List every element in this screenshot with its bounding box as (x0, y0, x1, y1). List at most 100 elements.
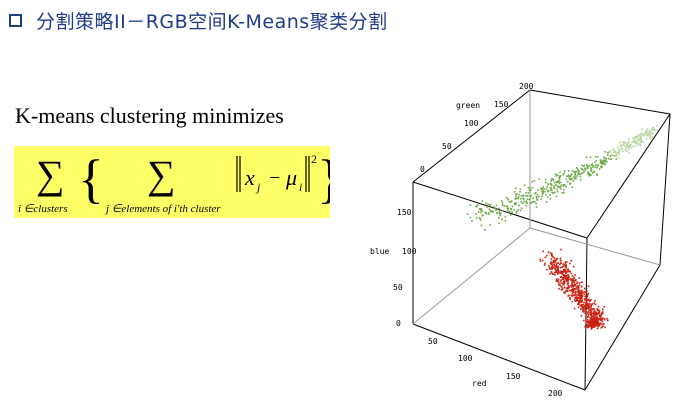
green-cluster-point (514, 203, 516, 206)
red-cluster-point (585, 301, 588, 303)
red-cluster-point (585, 310, 587, 313)
red-cluster-point (587, 306, 589, 309)
red-cluster-point (595, 319, 597, 322)
red-cluster-point (586, 323, 588, 326)
red-cluster-point (593, 311, 595, 313)
green-cluster-point (549, 198, 552, 200)
red-cluster-point (592, 316, 595, 318)
green-cluster-point (571, 173, 573, 175)
red-tick: 50 (428, 337, 438, 346)
red-cluster-point (591, 324, 594, 327)
green-cluster-point (550, 187, 553, 190)
green-cluster-point (535, 202, 538, 205)
red-cluster-point (554, 271, 556, 274)
green-cluster-point (559, 175, 561, 178)
green-cluster-point (487, 203, 489, 205)
red-cluster-point (555, 266, 557, 269)
red-cluster-point (580, 315, 583, 317)
red-cluster-point (598, 315, 601, 317)
green-cluster-point (480, 224, 483, 227)
green-cluster-point (496, 212, 499, 214)
red-cluster-point (559, 270, 562, 273)
green-cluster-point (609, 155, 612, 157)
cube-edge (412, 323, 586, 391)
red-cluster-point (554, 261, 556, 263)
green-cluster-point (510, 200, 513, 202)
green-cluster-point (591, 172, 594, 174)
green-cluster-point (540, 198, 542, 200)
green-cluster-point (556, 188, 558, 191)
green-cluster-point (646, 128, 649, 130)
green-cluster-point (532, 197, 534, 199)
green-cluster-point (565, 178, 568, 181)
red-cluster-point (587, 302, 589, 305)
red-cluster-point (589, 312, 592, 314)
green-cluster-point (541, 193, 544, 195)
red-cluster-point (570, 290, 572, 292)
green-cluster-point (596, 174, 598, 177)
red-cluster-point (589, 321, 591, 324)
red-cluster-point (553, 257, 556, 259)
red-cluster-point (562, 274, 564, 276)
red-tick: 200 (548, 389, 563, 398)
red-cluster-point (575, 287, 578, 289)
red-cluster-point (565, 272, 567, 274)
green-cluster-point (523, 198, 525, 201)
red-cluster-point (576, 296, 578, 299)
green-cluster-point (563, 172, 565, 174)
green-cluster-point (562, 173, 564, 176)
red-cluster-point (577, 290, 579, 292)
red-cluster-point (569, 298, 571, 300)
green-cluster-point (585, 156, 588, 159)
green-cluster-point (581, 172, 584, 174)
red-cluster-point (542, 250, 545, 253)
red-cluster-point (545, 255, 548, 257)
green-cluster-point (576, 168, 579, 171)
red-cluster-point (587, 322, 589, 324)
green-cluster-point (620, 144, 623, 146)
red-cluster-point (591, 326, 594, 328)
inner-sum-label: j ∈elements of i'th cluster (104, 203, 221, 215)
red-cluster-point (590, 299, 592, 301)
red-cluster-point (593, 319, 596, 322)
red-cluster-point (582, 306, 585, 308)
red-cluster-point (581, 301, 583, 303)
green-cluster-point (495, 204, 498, 207)
red-cluster-point (559, 259, 562, 262)
red-cluster-point (600, 318, 602, 320)
red-cluster-point (589, 324, 591, 326)
red-cluster-point (601, 326, 604, 328)
green-cluster-point (624, 141, 626, 143)
red-cluster-point (549, 268, 551, 270)
green-cluster-point (540, 189, 543, 191)
red-cluster-point (567, 284, 570, 287)
green-cluster-point (558, 178, 561, 180)
green-cluster-point (546, 185, 548, 188)
red-cluster-point (565, 270, 567, 273)
green-cluster-point (533, 180, 536, 182)
green-cluster-point (521, 195, 524, 197)
green-cluster-point (540, 187, 542, 190)
green-cluster-point (528, 189, 531, 191)
green-cluster-point (646, 133, 648, 136)
green-cluster-point (595, 164, 597, 166)
red-cluster-point (588, 305, 590, 307)
green-cluster-point (527, 186, 530, 189)
red-cluster-point (572, 280, 575, 283)
hollow-square-bullet-icon (9, 13, 22, 27)
green-cluster-point (501, 218, 503, 221)
green-cluster-point (536, 193, 539, 196)
red-cluster-point (579, 299, 581, 301)
green-cluster-point (628, 140, 630, 143)
red-cluster-point (576, 299, 578, 302)
green-cluster-point (511, 211, 513, 213)
green-cluster-point (551, 189, 553, 192)
green-cluster-point (596, 156, 599, 158)
red-cluster-point (579, 291, 581, 294)
green-cluster-point (545, 181, 547, 184)
green-cluster-point (644, 133, 646, 136)
green-cluster-point (514, 187, 517, 190)
red-cluster-point (596, 316, 598, 319)
green-cluster-point (626, 142, 628, 145)
green-cluster-point (547, 196, 549, 199)
